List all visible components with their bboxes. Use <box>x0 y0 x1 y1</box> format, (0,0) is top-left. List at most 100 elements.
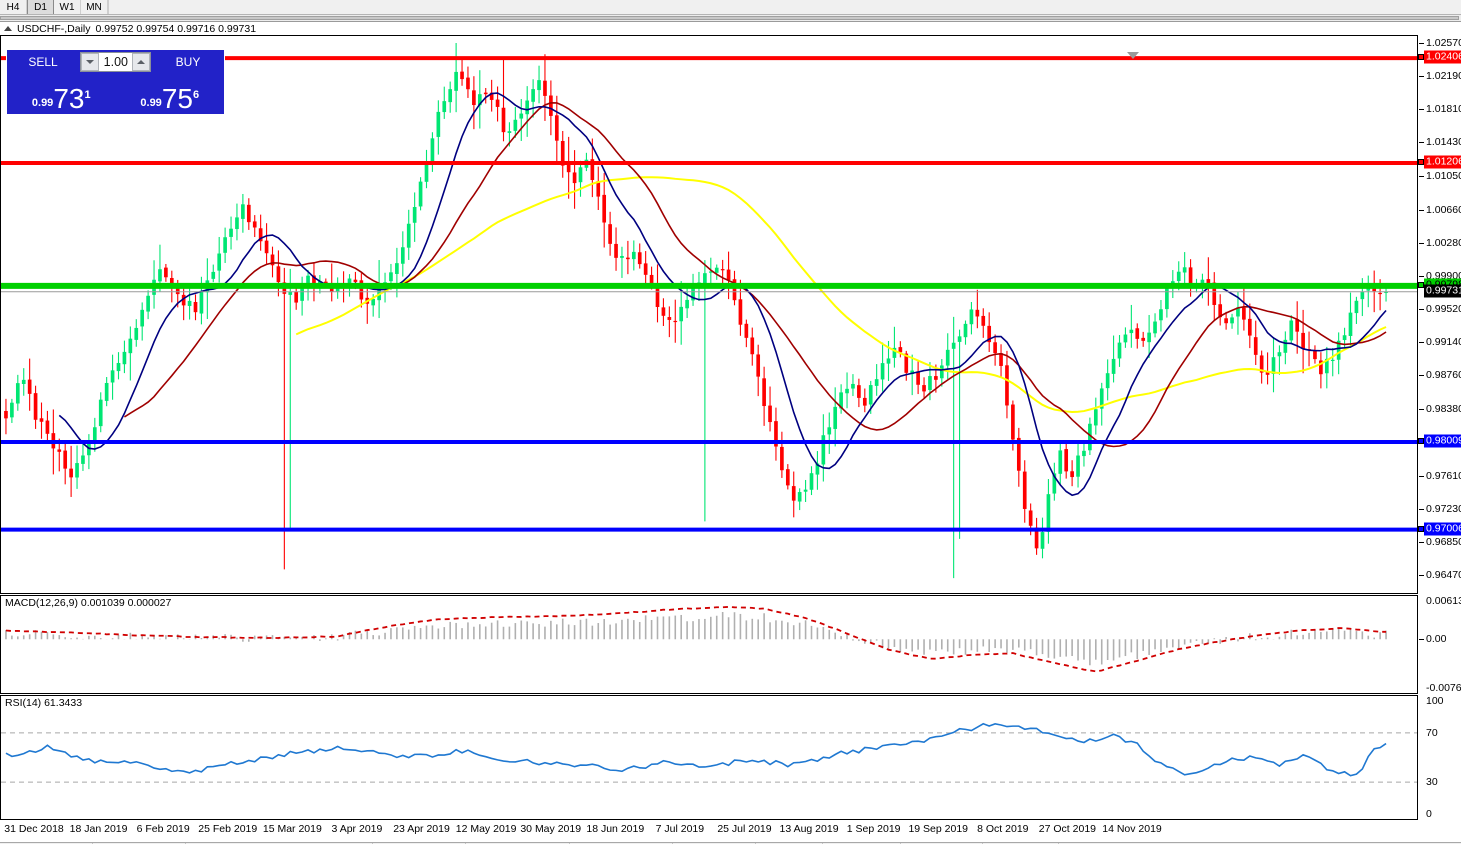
price-tick <box>1419 542 1424 544</box>
price-tick <box>1419 408 1424 410</box>
price-tick-label: 1.01050 <box>1426 169 1461 182</box>
sell-price-main: 73 <box>53 83 85 114</box>
level-handle[interactable] <box>1418 281 1424 288</box>
price-tick <box>1419 109 1424 111</box>
date-tick-label: 31 Dec 2018 <box>4 823 64 835</box>
rsi-tick-label: 70 <box>1426 726 1438 739</box>
volume-input[interactable]: 1.00 <box>103 55 128 69</box>
date-tick-label: 30 May 2019 <box>520 823 582 835</box>
level-handle[interactable] <box>1418 158 1424 165</box>
chart-horizontal-scrollbar[interactable] <box>0 15 1461 22</box>
volume-stepper[interactable]: 1.00 <box>80 52 151 72</box>
sell-button[interactable]: SELL <box>7 50 79 74</box>
macd-tick-label: 0.00 <box>1426 633 1447 646</box>
level-price-label[interactable]: 0.97006 <box>1424 522 1461 536</box>
price-tick <box>1419 175 1424 177</box>
price-tick <box>1419 42 1424 44</box>
chevron-down-icon <box>86 60 94 64</box>
one-click-trading-panel[interactable]: SELL 1.00 BUY 0.99 73 1 <box>6 49 225 115</box>
timeframe-d1[interactable]: D1 <box>27 0 54 14</box>
price-tick <box>1419 275 1424 277</box>
macd-pane[interactable]: MACD(12,26,9) 0.001039 0.000027 <box>0 595 1418 694</box>
buy-price-fraction: 6 <box>192 89 200 101</box>
price-tick <box>1419 509 1424 511</box>
price-tick-label: 1.02570 <box>1426 36 1461 49</box>
chart-top-arrow-marker <box>1127 52 1139 59</box>
date-tick-label: 15 Mar 2019 <box>262 823 322 835</box>
date-tick-label: 27 Oct 2019 <box>1038 823 1097 835</box>
price-tick-label: 1.00280 <box>1426 236 1461 249</box>
rsi-pane[interactable]: RSI(14) 61.3433 <box>0 695 1418 820</box>
level-price-label[interactable]: 1.02406 <box>1424 50 1461 64</box>
scrollbar-thumb[interactable] <box>0 16 1459 20</box>
chart-title-bar: USDCHF-,Daily 0.99752 0.99754 0.99716 0.… <box>0 22 1461 35</box>
price-tick-label: 1.02190 <box>1426 70 1461 83</box>
timeframe-w1[interactable]: W1 <box>54 0 81 14</box>
date-tick-label: 13 Aug 2019 <box>779 823 839 835</box>
price-tick <box>1419 76 1424 78</box>
current-price-label: 0.99731 <box>1424 284 1461 298</box>
level-handle[interactable] <box>1418 54 1424 61</box>
buy-price-prefix: 0.99 <box>140 97 162 109</box>
chart-symbol-label: USDCHF-,Daily <box>17 22 91 35</box>
sell-price-fraction: 1 <box>84 89 91 101</box>
sell-price-display[interactable]: 0.99 73 1 <box>8 74 115 113</box>
price-tick-label: 0.99140 <box>1426 336 1461 349</box>
timeframe-mn[interactable]: MN <box>81 0 108 14</box>
chevron-up-icon <box>137 60 145 64</box>
price-tick <box>1419 475 1424 477</box>
level-handle[interactable] <box>1418 525 1424 532</box>
price-axis[interactable]: 1.02570 1.02190 1.01810 1.01430 1.01050 1.006… <box>1418 35 1461 820</box>
rsi-tick-label: 30 <box>1426 776 1438 789</box>
price-tick-label: 0.98380 <box>1426 402 1461 415</box>
trade-panel-top-row: SELL 1.00 BUY <box>7 50 224 74</box>
macd-tick <box>1419 639 1424 641</box>
buy-price-main: 75 <box>161 83 193 114</box>
volume-increase-button[interactable] <box>132 53 150 71</box>
price-tick <box>1419 209 1424 211</box>
triangle-up-icon[interactable] <box>4 26 12 31</box>
price-tick-label: 1.00660 <box>1426 203 1461 216</box>
price-tick-label: 0.99520 <box>1426 303 1461 316</box>
level-handle[interactable] <box>1418 438 1424 445</box>
price-pane[interactable] <box>0 35 1418 594</box>
buy-button[interactable]: BUY <box>152 50 224 74</box>
price-tick-label: 0.98760 <box>1426 369 1461 382</box>
level-price-label[interactable]: 0.98009 <box>1424 434 1461 448</box>
rsi-label: RSI(14) 61.3433 <box>5 697 83 709</box>
timeframe-toolbar[interactable]: H4 D1 W1 MN <box>0 0 1461 15</box>
rsi-plot <box>1 722 1417 783</box>
price-tick <box>1419 575 1424 577</box>
trade-panel-prices: 0.99 73 1 0.99 75 6 <box>7 74 224 114</box>
volume-decrease-button[interactable] <box>81 53 99 71</box>
toolbar-empty-area <box>108 0 1461 14</box>
price-tick <box>1419 342 1424 344</box>
price-tick-label: 1.01430 <box>1426 136 1461 149</box>
macd-tick-label: -0.007612 <box>1426 682 1461 694</box>
price-tick-label: 0.96470 <box>1426 569 1461 582</box>
date-tick-label: 23 Apr 2019 <box>393 823 450 835</box>
date-tick-label: 1 Sep 2019 <box>846 823 901 835</box>
date-tick-label: 7 Jul 2019 <box>655 823 705 835</box>
date-tick-label: 3 Apr 2019 <box>331 823 383 835</box>
macd-plot <box>5 605 1387 673</box>
date-tick-label: 6 Feb 2019 <box>136 823 190 835</box>
rsi-tick-label: 100 <box>1426 695 1444 707</box>
date-tick-label: 19 Sep 2019 <box>908 823 969 835</box>
date-axis[interactable]: 31 Dec 2018 18 Jan 2019 6 Feb 2019 25 Feb 2… <box>0 820 1461 842</box>
sell-price-prefix: 0.99 <box>31 97 54 109</box>
buy-price-display[interactable]: 0.99 75 6 <box>116 74 223 114</box>
chart-ohlc-values: 0.99752 0.99754 0.99716 0.99731 <box>95 22 257 35</box>
price-tick <box>1419 375 1424 377</box>
chart-canvas-area[interactable]: MACD(12,26,9) 0.001039 0.000027 RSI(14) … <box>0 35 1461 820</box>
price-tick-label: 0.96850 <box>1426 536 1461 549</box>
date-tick-label: 18 Jan 2019 <box>69 823 128 835</box>
price-tick-label: 0.97230 <box>1426 503 1461 516</box>
date-tick-label: 12 May 2019 <box>455 823 517 835</box>
date-tick-label: 14 Nov 2019 <box>1102 823 1162 835</box>
price-plot <box>1 42 1417 579</box>
level-price-label[interactable]: 1.01206 <box>1424 155 1461 169</box>
timeframe-h4[interactable]: H4 <box>0 0 27 14</box>
price-tick-label: 1.01810 <box>1426 103 1461 116</box>
rsi-tick-label: 0 <box>1426 808 1432 820</box>
